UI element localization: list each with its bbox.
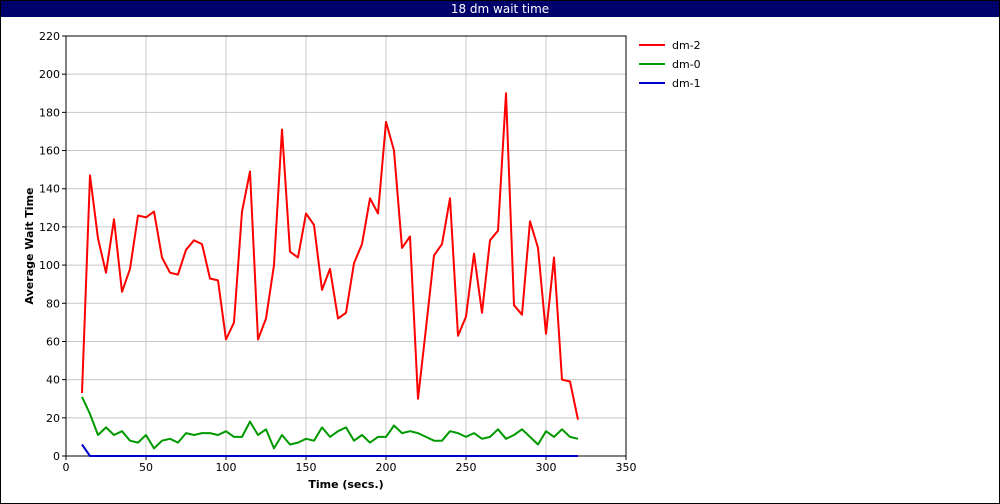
y-tick-label: 160 [39,145,60,158]
y-tick-label: 40 [46,374,60,387]
x-tick-label: 350 [616,461,637,474]
x-tick-label: 300 [536,461,557,474]
x-tick-label: 150 [296,461,317,474]
x-tick-label: 50 [139,461,153,474]
y-tick-label: 80 [46,297,60,310]
x-tick-label: 0 [63,461,70,474]
x-axis-label: Time (secs.) [308,478,383,491]
y-tick-label: 220 [39,30,60,43]
series-line-dm-2 [81,92,579,420]
legend: dm-2 dm-0 dm-1 [639,39,701,90]
x-axis-ticks: 0 50 100 150 200 250 300 350 [63,456,637,474]
legend-label-dm-0: dm-0 [672,58,701,71]
y-tick-label: 120 [39,221,60,234]
series-line-dm-0 [81,396,579,450]
y-tick-label: 200 [39,68,60,81]
series-line-dm-1 [81,443,578,457]
legend-label-dm-2: dm-2 [672,39,701,52]
grid [65,35,627,457]
y-axis-label: Average Wait Time [23,188,36,305]
y-tick-label: 0 [53,450,60,463]
y-tick-label: 60 [46,335,60,348]
y-tick-label: 140 [39,183,60,196]
y-tick-label: 100 [39,259,60,272]
x-tick-label: 250 [456,461,477,474]
chart-title: 18 dm wait time [1,1,999,17]
plot-area-frame [65,35,627,457]
series-lines [81,92,579,457]
y-axis-ticks: 0 20 40 60 80 100 120 140 160 180 200 220 [39,30,66,463]
x-tick-label: 100 [216,461,237,474]
x-tick-label: 200 [376,461,397,474]
y-tick-label: 180 [39,106,60,119]
legend-label-dm-1: dm-1 [672,77,701,90]
y-tick-label: 20 [46,412,60,425]
